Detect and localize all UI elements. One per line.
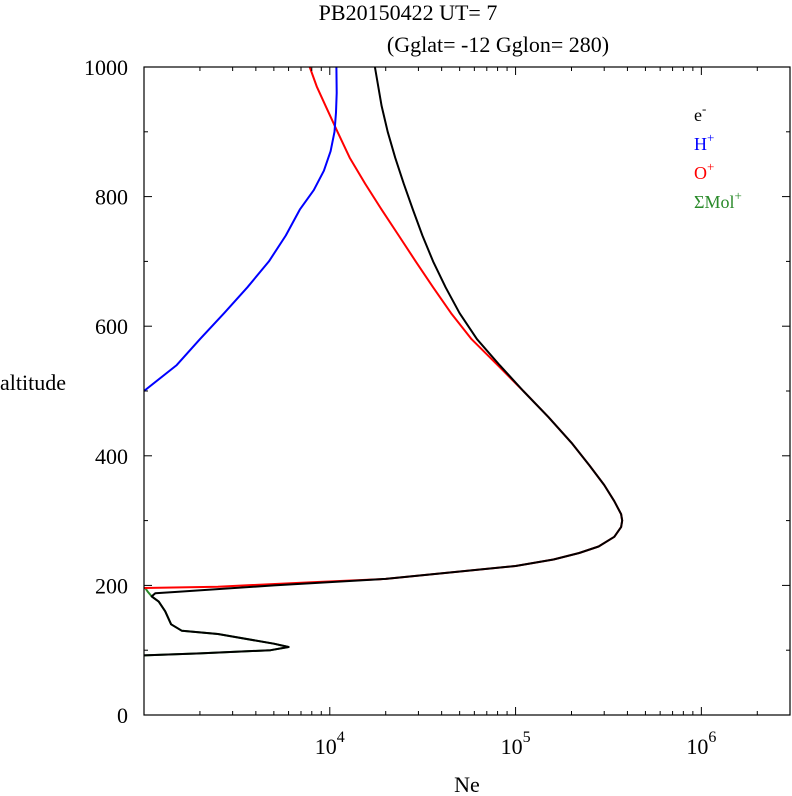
chart-title: PB20150422 UT= 7	[319, 0, 498, 25]
x-tick-label: 105	[501, 729, 531, 759]
series-line-0	[143, 588, 290, 657]
plot-frame	[143, 66, 791, 716]
legend: e- H+ O+ ΣMol+	[694, 101, 742, 212]
y-tick-label: 800	[95, 185, 128, 210]
series-line-3	[143, 66, 624, 657]
series-line-2	[143, 66, 338, 392]
series-layer	[143, 66, 624, 657]
series-line-1	[143, 66, 624, 589]
legend-entry: H+	[694, 130, 714, 154]
legend-entry: ΣMol+	[694, 188, 742, 212]
legend-entry: e-	[694, 101, 706, 125]
y-tick-label: 1000	[84, 55, 128, 80]
x-axis-label: Ne	[454, 772, 480, 796]
x-tick-label: 104	[315, 729, 345, 759]
x-tick-label: 106	[686, 729, 716, 759]
y-tick-label: 600	[95, 314, 128, 339]
y-axis-label: altitude	[0, 370, 66, 395]
y-tick-label: 400	[95, 444, 128, 469]
y-tick-label: 200	[95, 573, 128, 598]
legend-entry: O+	[694, 159, 714, 183]
y-tick-label: 0	[117, 703, 128, 728]
chart-subtitle: (Gglat= -12 Gglon= 280)	[387, 32, 609, 57]
